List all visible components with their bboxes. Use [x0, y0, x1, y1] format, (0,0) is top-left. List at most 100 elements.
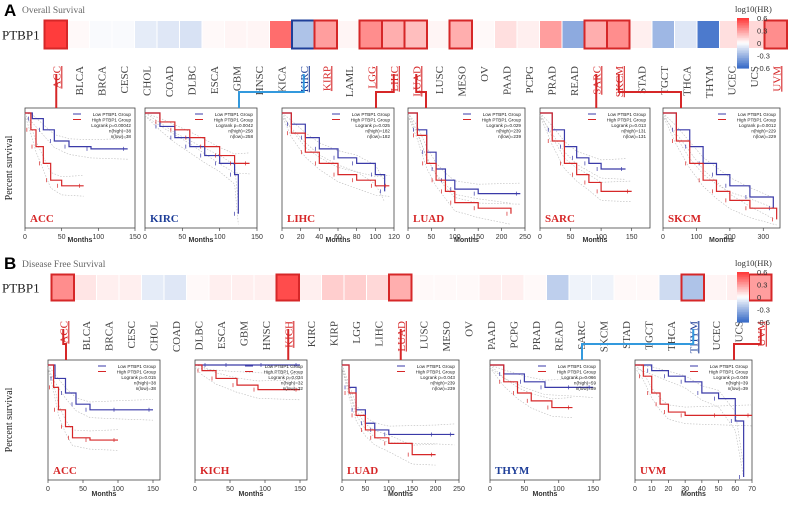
- gene-label: PTBP1: [2, 281, 40, 296]
- confidence-band: [539, 115, 632, 203]
- colorbar-segment: [737, 23, 749, 26]
- low-group-curve: [408, 112, 521, 195]
- cancer-label: GBM: [238, 321, 250, 346]
- colorbar-segment: [737, 36, 749, 39]
- x-tick-label: 50: [226, 486, 234, 493]
- confidence-band: [634, 364, 753, 408]
- high-group-curve: [342, 364, 436, 456]
- cancer-label: LUSC: [418, 321, 430, 349]
- heatmap-highlight-box: [313, 19, 338, 50]
- colorbar-segment: [737, 31, 749, 34]
- cancer-label: UCS: [749, 66, 761, 87]
- legend-text: High PTBP1 Group: [416, 370, 456, 375]
- x-tick-label: 150: [472, 234, 484, 241]
- x-tick-label: 250: [519, 234, 531, 241]
- cancer-label: STAD: [621, 321, 633, 349]
- high-group-curve: [195, 364, 300, 391]
- legend-text: Logrank p=0.066: [561, 375, 596, 380]
- heatmap-highlight-box: [275, 273, 300, 302]
- colorbar-segment: [737, 63, 749, 66]
- legend-text: Low PTBP1 Group: [738, 112, 777, 117]
- heatmap-highlight-box: [763, 19, 788, 50]
- confidence-band: [489, 364, 573, 400]
- heatmap-cell: [434, 275, 456, 300]
- heatmap-cell: [659, 275, 681, 300]
- cancer-label: CESC: [126, 321, 138, 349]
- confidence-band: [634, 367, 753, 427]
- heatmap-cell: [704, 275, 726, 300]
- heatmap-cell: [450, 21, 472, 48]
- colorbar-title: log10(HR): [735, 4, 772, 14]
- x-tick-label: 0: [406, 234, 410, 241]
- legend-text: Logrank p=0.034: [268, 375, 303, 380]
- x-axis-label: Months: [239, 491, 264, 498]
- confidence-band: [281, 112, 390, 177]
- confidence-band: [194, 367, 301, 376]
- colorbar-tick: -0.6: [757, 64, 770, 73]
- colorbar-segment: [737, 38, 749, 41]
- plot-frame: [341, 359, 460, 481]
- colorbar-segment: [737, 56, 749, 59]
- low-group-curve: [25, 112, 128, 150]
- confidence-band: [281, 112, 385, 182]
- colorbar-tick: -0.3: [757, 306, 770, 315]
- heatmap-cell: [52, 275, 74, 300]
- confidence-band: [24, 115, 128, 160]
- legend-text: n(high)=131: [621, 129, 646, 134]
- colorbar-segment: [737, 285, 749, 288]
- high-group-curve: [145, 112, 250, 164]
- high-group-curve: [663, 112, 778, 220]
- legend-text: Logrank p=0.015: [121, 375, 156, 380]
- cancer-label: BRCA: [96, 66, 108, 96]
- colorbar-segment: [737, 283, 749, 286]
- colorbar-tick: 0.3: [757, 27, 767, 36]
- legend-text: n(high)=239: [430, 381, 455, 386]
- cancer-label: CHOL: [141, 66, 153, 96]
- colorbar-segment: [737, 307, 749, 310]
- heatmap-cell: [247, 21, 269, 48]
- legend-text: Low PTBP1 Group: [710, 364, 749, 369]
- heatmap-cell: [157, 21, 179, 48]
- heatmap-cell: [367, 275, 389, 300]
- x-tick-label: 20: [665, 486, 673, 493]
- confidence-band: [662, 115, 777, 226]
- colorbar-tick: 0.6: [757, 14, 767, 23]
- heatmap-cell: [562, 21, 584, 48]
- colorbar-segment: [737, 58, 749, 61]
- connector-line: [62, 329, 67, 360]
- legend-text: Logrank p=0.043: [420, 375, 455, 380]
- colorbar-segment: [737, 59, 749, 62]
- legend-text: High PTBP1 Group: [607, 118, 647, 123]
- panel-A: A Overall Survival PTBP1 ACC BLCA BRCA CESC CHO…: [2, 1, 788, 244]
- x-axis-label: Months: [68, 237, 93, 244]
- x-tick-label: 40: [698, 486, 706, 493]
- heatmap-cell: [697, 21, 719, 48]
- legend-text: Low PTBP1 Group: [215, 112, 254, 117]
- heatmap-cell: [45, 21, 67, 48]
- x-axis-label: Months: [709, 237, 734, 244]
- colorbar-segment: [737, 282, 749, 285]
- legend-text: Low PTBP1 Group: [608, 112, 647, 117]
- heatmap-cell: [405, 21, 427, 48]
- cancer-label: COAD: [171, 321, 183, 352]
- x-tick-label: 50: [178, 234, 186, 241]
- heatmap-cell: [569, 275, 591, 300]
- x-tick-label: 150: [587, 486, 599, 493]
- cancer-label: HNSC: [254, 66, 266, 95]
- plot-cancer-name: LUAD: [413, 213, 444, 225]
- legend-text: n(low)=239: [498, 134, 521, 139]
- legend-text: n(high)=258: [228, 129, 253, 134]
- heatmap-cell: [389, 275, 411, 300]
- legend-text: n(low)=258: [230, 134, 253, 139]
- heatmap-cell: [682, 275, 704, 300]
- plot-cancer-name: THYM: [495, 465, 530, 477]
- cancer-label: MESO: [441, 321, 453, 352]
- heatmap-cell: [637, 275, 659, 300]
- heatmap-cell: [614, 275, 636, 300]
- heatmap-cell: [472, 21, 494, 48]
- connector-line: [581, 329, 695, 360]
